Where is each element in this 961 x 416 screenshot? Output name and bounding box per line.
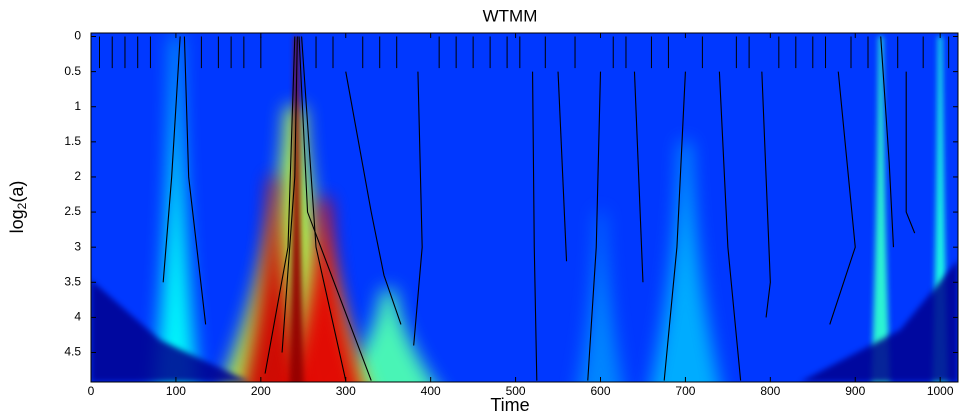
plume [288,198,361,382]
coi-right [800,260,958,382]
ridges [98,36,950,381]
ridge-line [663,71,686,381]
ridge-line [183,36,207,325]
y-label-base: log [7,209,27,233]
ridge-line [162,36,181,283]
x-tick-label: 900 [845,384,865,398]
heatmap-background [91,33,958,382]
ridge-line [298,36,372,381]
ridge-line [587,71,602,381]
plume [243,176,304,382]
x-tick-label: 100 [166,384,186,398]
plume [154,36,198,382]
ridge-line [281,36,298,353]
y-tick-label: 2.5 [64,204,81,218]
y-label-rest: (a) [7,181,27,203]
plot-area [91,33,958,382]
plume [871,36,891,382]
x-tick-label: 300 [336,384,356,398]
coi-left [91,280,250,382]
y-tick-label: 0.5 [64,64,81,78]
ridge-line [413,71,423,346]
plume [578,212,623,382]
y-tick-label: 2 [74,169,81,183]
y-tick-label: 4.5 [64,345,81,359]
y-tick-label: 3.5 [64,274,81,288]
plume [342,289,434,382]
y-label-sub: 2 [15,202,29,209]
x-tick-label: 400 [421,384,441,398]
plot-frame [90,32,959,383]
x-tick-label: 1000 [927,384,954,398]
plume [651,141,720,382]
ridge-line [880,36,895,248]
y-axis-label: log2(a) [7,181,29,234]
x-tick-label: 600 [590,384,610,398]
ridge-line [905,71,916,234]
x-axis-label: Time [490,395,529,415]
y-tick-label: 1 [74,99,81,113]
x-tick-label: 700 [675,384,695,398]
y-tick-label: 4 [74,310,81,324]
x-tick-label: 500 [506,384,526,398]
x-tick-label: 800 [760,384,780,398]
ridge-line [761,71,771,318]
axes: 0 0.5 1 1.5 2 2.5 3 3.5 4 4.5 0 100 200 300 400 500 600 7… [64,29,959,398]
ridge-line [301,36,347,381]
y-tick-label: 1.5 [64,134,81,148]
y-tick-label: 0 [74,29,81,43]
ridge-line [345,71,402,325]
plume [289,36,304,382]
ridge-line [557,71,568,262]
ridge-line [633,71,644,283]
cone-of-influence [91,260,958,382]
x-tick-label: 0 [88,384,95,398]
ridge-line [829,71,856,325]
chart-title: WTMM [483,6,538,25]
x-tick-label: 200 [251,384,271,398]
y-tick-label: 3 [74,239,81,253]
ridge-line [718,71,742,381]
ridge-line [264,36,296,374]
ridge-line [532,71,538,381]
